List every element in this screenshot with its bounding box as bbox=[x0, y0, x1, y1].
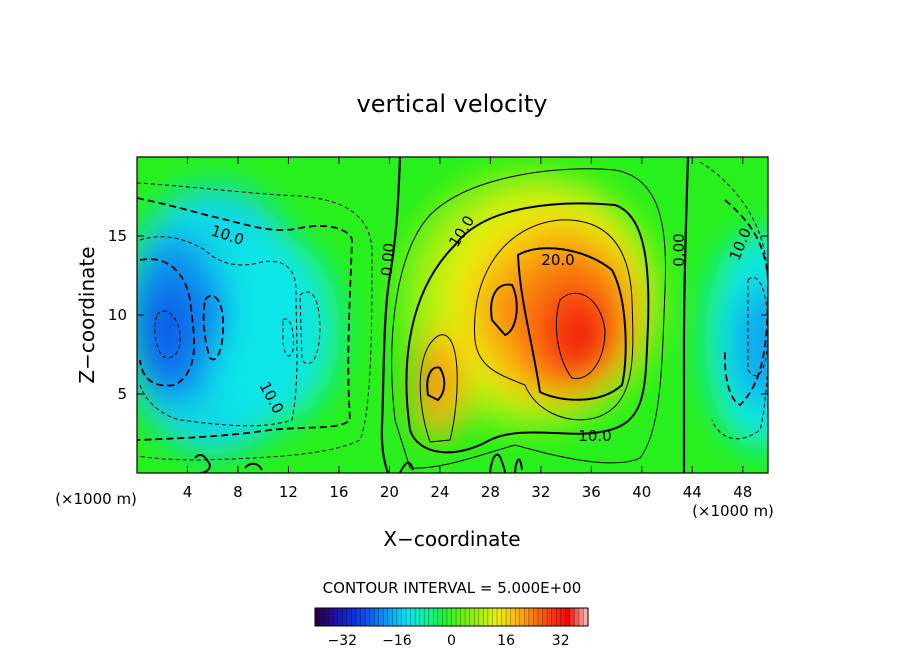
contour-lines bbox=[137, 157, 768, 473]
heatmap-field bbox=[137, 157, 768, 473]
colorbar-cell bbox=[396, 608, 403, 626]
colorbar-cell bbox=[574, 608, 580, 626]
x-axis-label: X−coordinate bbox=[383, 527, 520, 551]
colorbar-tick-label: 16 bbox=[497, 633, 515, 649]
colorbar-tick-label: 32 bbox=[552, 633, 570, 649]
colorbar-cell bbox=[378, 608, 384, 626]
colorbar-cell bbox=[401, 608, 407, 626]
x-tick-label: 16 bbox=[329, 483, 348, 501]
colorbar-tick-label: −16 bbox=[382, 633, 412, 649]
colorbar-cell bbox=[515, 608, 521, 626]
colorbar-cell bbox=[424, 608, 430, 626]
colorbar-frame bbox=[314, 607, 589, 627]
y-axis: 5 10 15 bbox=[108, 227, 768, 403]
colorbar-cell bbox=[374, 608, 380, 626]
colorbar-cell bbox=[560, 608, 566, 626]
colorbar-cell bbox=[547, 608, 553, 626]
colorbar-cell bbox=[442, 608, 448, 626]
contour-label: 20.0 bbox=[541, 251, 574, 269]
x-tick-label: 36 bbox=[582, 483, 601, 501]
colorbar-cell bbox=[383, 608, 389, 626]
colorbar-cell bbox=[446, 608, 453, 626]
colorbar-cell bbox=[346, 608, 352, 626]
colorbar-cell bbox=[392, 608, 398, 626]
x-tick-label: 20 bbox=[380, 483, 399, 501]
colorbar-cell bbox=[465, 608, 471, 626]
colorbar-cell bbox=[419, 608, 425, 626]
x-tick-label: 12 bbox=[279, 483, 298, 501]
x-unit-right: (×1000 m) bbox=[692, 502, 774, 520]
colorbar-cell bbox=[351, 608, 357, 626]
colorbar-cell bbox=[365, 608, 371, 626]
chart-title: vertical velocity bbox=[357, 90, 548, 118]
colorbar-cell bbox=[355, 608, 362, 626]
colorbar-cell bbox=[360, 608, 366, 626]
colorbar-cell bbox=[319, 608, 325, 626]
colorbar-cell bbox=[578, 608, 585, 626]
colorbar-cell bbox=[315, 608, 321, 626]
x-tick-label: 40 bbox=[632, 483, 651, 501]
contour-label: 0.00 bbox=[670, 233, 688, 266]
y-tick-label: 10 bbox=[108, 306, 127, 324]
colorbar-cell bbox=[565, 608, 571, 626]
x-tick-label: 4 bbox=[183, 483, 193, 501]
colorbar-cell bbox=[501, 608, 507, 626]
contour-interval-label: CONTOUR INTERVAL = 5.000E+00 bbox=[323, 579, 582, 597]
colorbar bbox=[314, 607, 589, 627]
colorbar-cell bbox=[492, 608, 498, 626]
x-axis: 4 8 12 16 20 24 28 32 36 40 44 48 bbox=[183, 157, 752, 501]
colorbar-tick-label: −32 bbox=[328, 633, 358, 649]
colorbar-cell bbox=[478, 608, 484, 626]
x-tick-label: 24 bbox=[430, 483, 449, 501]
colorbar-cell bbox=[510, 608, 516, 626]
colorbar-cell bbox=[537, 608, 544, 626]
y-tick-label: 5 bbox=[117, 385, 127, 403]
colorbar-cell bbox=[556, 608, 562, 626]
colorbar-cell bbox=[524, 608, 530, 626]
y-axis-label: Z−coordinate bbox=[75, 246, 99, 383]
colorbar-cell bbox=[583, 608, 589, 626]
x-tick-label: 48 bbox=[733, 483, 752, 501]
colorbar-cell bbox=[324, 608, 330, 626]
y-tick-label: 15 bbox=[108, 227, 127, 245]
colorbar-cell bbox=[469, 608, 475, 626]
x-tick-label: 28 bbox=[481, 483, 500, 501]
colorbar-cell bbox=[528, 608, 534, 626]
colorbar-cell bbox=[533, 608, 539, 626]
colorbar-cell bbox=[569, 608, 575, 626]
colorbar-cell bbox=[437, 608, 443, 626]
colorbar-cell bbox=[460, 608, 466, 626]
x-tick-label: 44 bbox=[683, 483, 702, 501]
colorbar-cell bbox=[456, 608, 462, 626]
colorbar-cell bbox=[410, 608, 416, 626]
colorbar-cell bbox=[497, 608, 503, 626]
contour-label: 0.00 bbox=[378, 242, 399, 277]
colorbar-cell bbox=[328, 608, 334, 626]
colorbar-cell bbox=[369, 608, 375, 626]
x-tick-label: 8 bbox=[233, 483, 243, 501]
colorbar-cell bbox=[342, 608, 348, 626]
colorbar-cell bbox=[333, 608, 339, 626]
x-unit-left: (×1000 m) bbox=[55, 490, 137, 508]
colorbar-cell bbox=[451, 608, 457, 626]
x-tick-label: 32 bbox=[531, 483, 550, 501]
colorbar-cell bbox=[433, 608, 439, 626]
colorbar-cell bbox=[406, 608, 412, 626]
colorbar-tick-label: 0 bbox=[447, 633, 456, 649]
colorbar-cell bbox=[474, 608, 480, 626]
colorbar-ticks: −32 −16 0 16 32 bbox=[328, 633, 570, 649]
colorbar-cell bbox=[428, 608, 434, 626]
colorbar-cell bbox=[542, 608, 548, 626]
colorbar-cell bbox=[483, 608, 489, 626]
contour-label: 10.0 bbox=[578, 427, 611, 445]
colorbar-cell bbox=[506, 608, 512, 626]
colorbar-cell bbox=[519, 608, 525, 626]
colorbar-cell bbox=[551, 608, 557, 626]
colorbar-cell bbox=[415, 608, 421, 626]
colorbar-cell bbox=[337, 608, 343, 626]
colorbar-cell bbox=[387, 608, 393, 626]
colorbar-cell bbox=[487, 608, 494, 626]
